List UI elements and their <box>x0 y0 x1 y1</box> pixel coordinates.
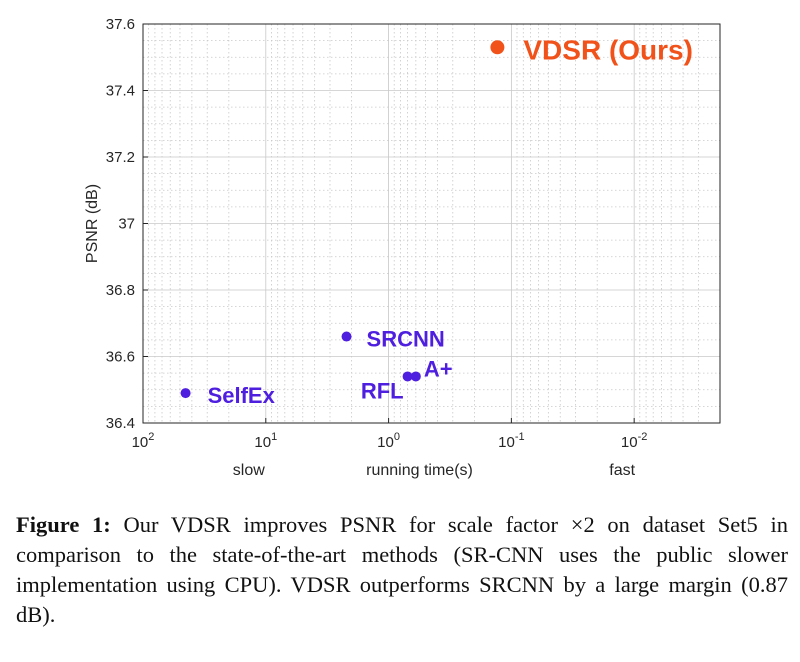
figure-label: Figure 1: <box>16 512 111 537</box>
x-axis-label-slow: slow <box>233 462 265 479</box>
caption-text: Our VDSR improves PSNR for scale factor … <box>16 512 788 627</box>
point-label-rfl: RFL <box>361 378 404 403</box>
point-label-srcnn: SRCNN <box>367 327 445 352</box>
point-selfex <box>180 388 191 399</box>
psnr-vs-runtime-chart: 36.4 36.6 36.8 37 37.2 37.4 37.6 102 101 100 10-1… <box>84 16 721 479</box>
y-axis-ticks: 36.4 36.6 36.8 37 37.2 37.4 37.6 <box>106 16 148 432</box>
point-vdsr-ours <box>490 40 505 55</box>
x-tick-label: 101 <box>254 431 277 451</box>
point-label-vdsr-ours: VDSR (Ours) <box>523 34 693 65</box>
data-points: SelfEx SRCNN RFL A+ VDSR (Ours) <box>180 34 693 408</box>
y-axis-label: PSNR (dB) <box>84 184 101 263</box>
x-axis-label: running time(s) <box>366 462 473 479</box>
x-tick-label: 100 <box>377 431 400 451</box>
y-tick-label: 37.2 <box>106 149 135 166</box>
x-tick-label: 10-1 <box>498 431 524 451</box>
y-tick-label: 37.6 <box>106 16 135 33</box>
point-rfl <box>402 371 413 382</box>
point-srcnn <box>341 331 352 342</box>
x-axis-ticks: 102 101 100 10-1 10-2 <box>132 418 647 451</box>
x-tick-label: 10-2 <box>621 431 647 451</box>
y-tick-label: 37.4 <box>106 83 135 100</box>
y-tick-label: 37 <box>118 216 135 233</box>
point-a <box>410 371 421 382</box>
point-label-selfex: SelfEx <box>208 383 276 408</box>
point-label-a: A+ <box>424 356 453 381</box>
x-axis-label-fast: fast <box>609 462 635 479</box>
y-tick-label: 36.4 <box>106 415 135 432</box>
figure-caption: Figure 1: Our VDSR improves PSNR for sca… <box>16 510 788 630</box>
y-tick-label: 36.8 <box>106 282 135 299</box>
y-tick-label: 36.6 <box>106 349 135 366</box>
x-tick-label: 102 <box>132 431 155 451</box>
